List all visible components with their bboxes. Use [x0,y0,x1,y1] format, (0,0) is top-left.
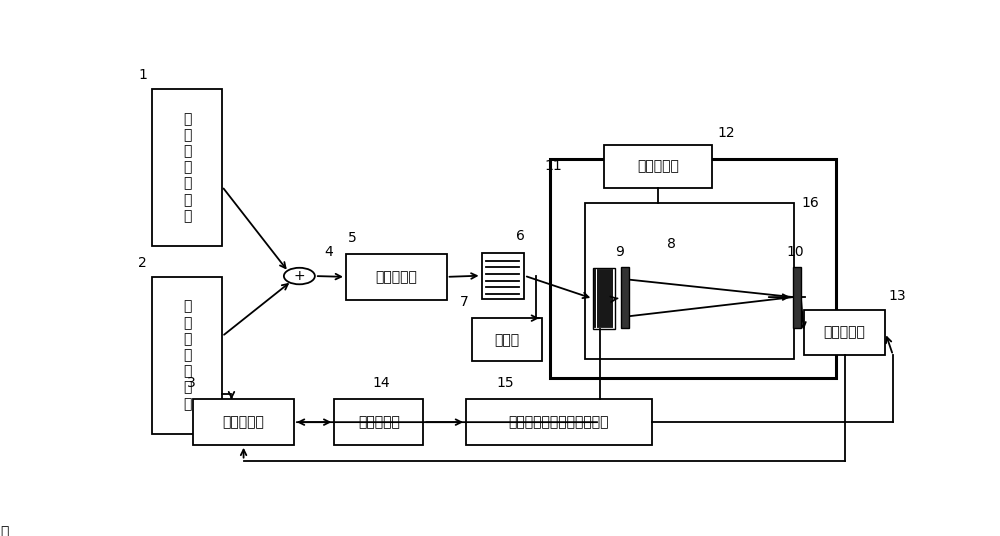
Bar [334,399,423,445]
Text: 第
二
信
号
发
生
器: 第 二 信 号 发 生 器 [183,300,191,411]
Bar [621,267,629,329]
Text: 压力传感器: 压力传感器 [637,160,679,174]
Bar [793,266,801,327]
Text: 6: 6 [516,229,525,243]
Text: 锁相放大器: 锁相放大器 [223,415,265,429]
Bar [585,203,794,360]
Bar [604,145,712,188]
Text: 10: 10 [787,245,804,259]
Text: 计算机数据采集与处理系统: 计算机数据采集与处理系统 [509,415,609,429]
Text: 数字示波器: 数字示波器 [824,325,866,340]
Text: 1: 1 [138,68,147,82]
Bar [550,159,836,378]
Bar [152,89,222,246]
Text: 激光控制器: 激光控制器 [375,270,417,284]
Text: 11: 11 [545,159,562,173]
Text: 波长计: 波长计 [495,333,520,347]
Text: 7: 7 [460,295,469,309]
Text: 16: 16 [802,196,819,210]
Bar [152,277,222,434]
Text: 14: 14 [372,376,390,390]
Bar [472,318,542,361]
Text: 5: 5 [348,231,356,245]
Text: +: + [294,269,305,283]
Text: 测: 测 [0,525,8,536]
Text: 15: 15 [496,376,514,390]
Text: 3: 3 [187,376,196,390]
Text: 数据采集卡: 数据采集卡 [358,415,400,429]
Text: 2: 2 [138,256,147,270]
Bar [466,399,652,445]
Bar [593,268,615,329]
Text: 9: 9 [615,245,624,259]
Text: 12: 12 [718,125,735,139]
Bar [804,310,885,355]
Text: 13: 13 [888,288,906,302]
Bar [346,254,447,300]
Text: 8: 8 [667,236,676,250]
Bar [482,252,524,299]
Text: 第
一
信
号
发
生
器: 第 一 信 号 发 生 器 [183,112,191,223]
Circle shape [284,268,315,284]
Text: 4: 4 [324,245,333,259]
Bar [193,399,294,445]
